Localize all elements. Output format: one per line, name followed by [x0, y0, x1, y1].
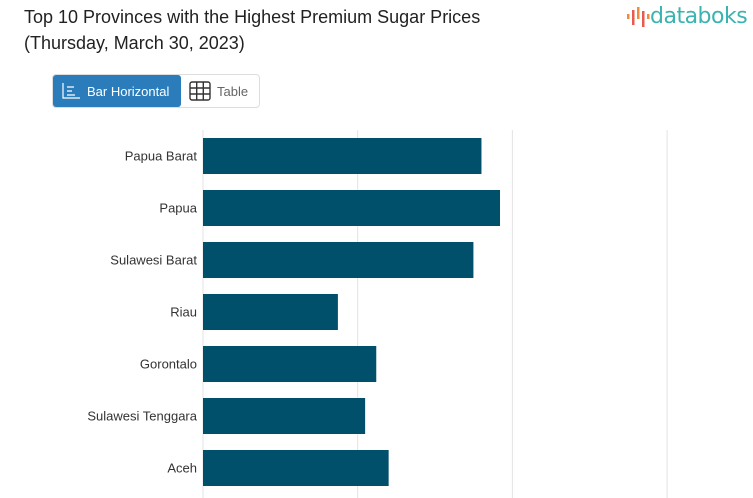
- table-button[interactable]: Table: [181, 75, 256, 107]
- bar-chart-icon: [62, 83, 80, 99]
- table-icon: [189, 81, 211, 101]
- chart-title: Top 10 Provinces with the Highest Premiu…: [24, 4, 480, 56]
- category-label: Riau: [170, 305, 197, 320]
- category-label: Gorontalo: [140, 357, 197, 372]
- title-line-2: (Thursday, March 30, 2023): [24, 33, 245, 53]
- table-label: Table: [217, 83, 249, 99]
- category-label: Papua Barat: [125, 149, 198, 164]
- bar-riau[interactable]: [203, 294, 338, 330]
- bar-horizontal-button[interactable]: Bar Horizontal: [53, 75, 181, 107]
- category-label: Aceh: [167, 461, 197, 476]
- bar-aceh[interactable]: [203, 450, 389, 486]
- category-label: Sulawesi Barat: [110, 253, 197, 268]
- view-toggle: Bar Horizontal Table: [52, 74, 260, 108]
- databoks-logo: databoks: [626, 4, 748, 29]
- bar-horizontal-label: Bar Horizontal: [87, 83, 170, 99]
- bar-sulawesi-tenggara[interactable]: [203, 398, 366, 434]
- logo-bars-icon: [627, 6, 650, 27]
- bar-sulawesi-barat[interactable]: [203, 242, 474, 278]
- logo-text: databoks: [650, 4, 748, 29]
- category-label: Papua: [159, 201, 197, 216]
- category-label: Sulawesi Tenggara: [87, 409, 197, 424]
- bar-papua[interactable]: [203, 190, 501, 226]
- bar-gorontalo[interactable]: [203, 346, 377, 382]
- title-line-1: Top 10 Provinces with the Highest Premiu…: [24, 7, 481, 27]
- bar-papua-barat[interactable]: [203, 138, 482, 174]
